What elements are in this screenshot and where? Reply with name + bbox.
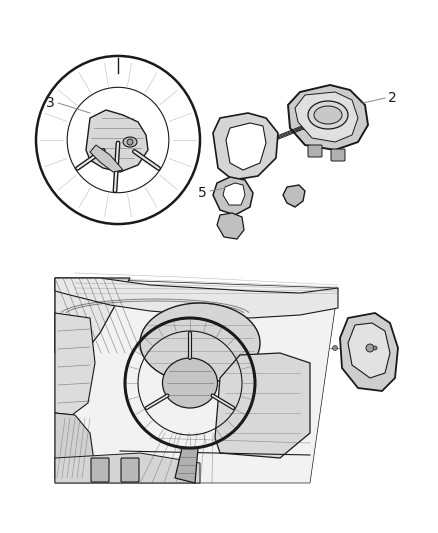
- Polygon shape: [295, 92, 358, 142]
- Polygon shape: [86, 110, 148, 172]
- Polygon shape: [217, 213, 244, 239]
- FancyBboxPatch shape: [308, 145, 322, 157]
- Circle shape: [366, 344, 374, 352]
- Polygon shape: [90, 145, 123, 172]
- Polygon shape: [175, 448, 198, 483]
- Polygon shape: [223, 183, 245, 205]
- Ellipse shape: [123, 137, 137, 147]
- Polygon shape: [215, 353, 310, 458]
- FancyBboxPatch shape: [91, 458, 109, 482]
- Polygon shape: [340, 313, 398, 391]
- Polygon shape: [213, 113, 278, 180]
- Polygon shape: [213, 177, 253, 215]
- Polygon shape: [318, 126, 333, 140]
- Polygon shape: [283, 185, 305, 207]
- Ellipse shape: [314, 106, 342, 124]
- Polygon shape: [55, 278, 338, 483]
- Text: 3: 3: [46, 96, 55, 110]
- Polygon shape: [55, 278, 338, 318]
- Text: 5: 5: [198, 186, 207, 200]
- Circle shape: [127, 139, 133, 145]
- Ellipse shape: [140, 303, 260, 383]
- Ellipse shape: [162, 358, 218, 408]
- FancyBboxPatch shape: [331, 149, 345, 161]
- FancyBboxPatch shape: [121, 458, 139, 482]
- Polygon shape: [226, 123, 266, 170]
- Polygon shape: [55, 278, 130, 358]
- Text: 2: 2: [388, 91, 397, 105]
- Polygon shape: [348, 323, 390, 378]
- Circle shape: [332, 345, 338, 351]
- Polygon shape: [55, 453, 200, 483]
- Polygon shape: [55, 313, 95, 415]
- Polygon shape: [55, 413, 95, 481]
- Polygon shape: [288, 85, 368, 150]
- Circle shape: [373, 346, 377, 350]
- Ellipse shape: [308, 101, 348, 129]
